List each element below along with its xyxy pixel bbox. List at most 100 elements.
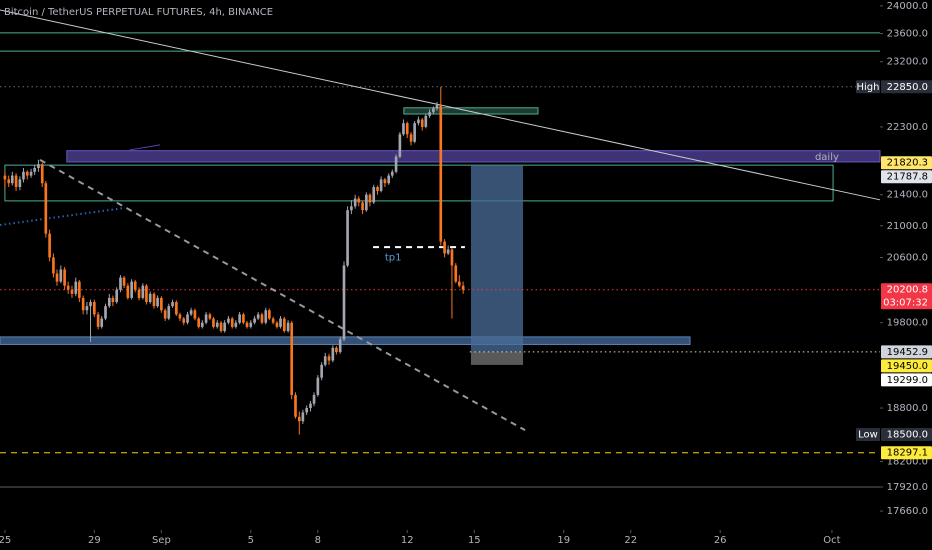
candle-body <box>279 318 282 327</box>
candle-body <box>446 249 450 254</box>
x-tick-label: 8 <box>315 535 321 546</box>
x-tick-label: 22 <box>624 535 637 546</box>
candle-body <box>320 364 323 378</box>
price-label: 21820.3 <box>887 158 928 169</box>
y-tick-label: 24000.0 <box>887 1 928 12</box>
candle-body <box>461 285 465 290</box>
chart-title: Bitcoin / TetherUS PERPETUAL FUTURES, 4h… <box>4 7 273 18</box>
candle-body <box>55 273 59 282</box>
candle-body <box>282 318 286 332</box>
candle-body <box>417 119 420 124</box>
candle-body <box>89 302 92 307</box>
y-tick-label: 20600.0 <box>887 252 928 263</box>
x-tick-label: 15 <box>468 535 481 546</box>
candle-body <box>297 416 301 422</box>
price-tag: Low <box>858 430 878 441</box>
candle-body <box>357 198 361 203</box>
candle-body <box>178 314 182 319</box>
y-tick-label: 17660.0 <box>887 506 928 517</box>
candle-body <box>25 171 29 176</box>
y-tick-label: 21000.0 <box>887 221 928 232</box>
candle-body <box>100 318 104 327</box>
candle-body <box>335 347 338 353</box>
price-label-box <box>881 446 932 460</box>
candle-body <box>52 257 55 274</box>
candle-body <box>424 115 428 127</box>
candle-body <box>215 322 219 327</box>
candle-body <box>316 377 320 395</box>
candle-body <box>122 277 126 286</box>
price-tag-box <box>856 428 880 442</box>
candle-body <box>44 183 48 234</box>
candle-body <box>432 108 435 113</box>
candle-body <box>37 164 40 169</box>
candle-body <box>301 412 305 422</box>
candle-body <box>40 164 44 184</box>
candle-body <box>104 306 107 319</box>
price-label: 19450.0 <box>887 361 928 372</box>
candle-body <box>253 318 256 323</box>
candle-body <box>379 179 383 191</box>
price-countdown: 03:07:32 <box>883 298 928 309</box>
candle-body <box>7 179 11 184</box>
zone-box <box>66 150 881 163</box>
candle-body <box>137 289 141 298</box>
candle-body <box>22 171 25 180</box>
candle-body <box>208 314 212 319</box>
candle-body <box>85 306 89 311</box>
candle-body <box>160 297 163 311</box>
x-tick-label: Sep <box>152 535 171 546</box>
candle-body <box>130 281 133 298</box>
candle-body <box>256 314 260 319</box>
x-tick-label: 19 <box>557 535 570 546</box>
candle-body <box>10 175 14 184</box>
annotation: tp1 <box>385 252 402 263</box>
candle-body <box>338 339 342 353</box>
candle-body <box>275 322 279 327</box>
candle-body <box>383 179 387 184</box>
candle-body <box>115 289 119 303</box>
candle-body <box>458 281 461 286</box>
candle-body <box>14 175 18 188</box>
candle-body <box>372 187 376 203</box>
candle-body <box>111 297 115 303</box>
candle-body <box>212 318 215 327</box>
candle-body <box>66 285 70 290</box>
price-label: 18500.0 <box>887 430 928 441</box>
candle-body <box>443 241 446 254</box>
x-tick-label: 5 <box>248 535 254 546</box>
candle-body <box>182 318 186 323</box>
candle-body <box>268 310 271 319</box>
candle-body <box>245 322 249 327</box>
zone-box <box>403 107 539 115</box>
candle-body <box>126 285 130 298</box>
candle-body <box>163 310 167 319</box>
candle-body <box>197 318 201 327</box>
candle-body <box>33 168 36 172</box>
candle-body <box>398 134 402 157</box>
candle-body <box>331 347 335 361</box>
y-tick-label: 19800.0 <box>887 318 928 329</box>
price-axis: 24000.0 23600.0 23200.0 22300.0 21400.0 21000… <box>856 1 932 517</box>
price-label-box <box>881 170 932 184</box>
trend-line <box>129 144 161 151</box>
candle-body <box>249 322 253 327</box>
candle-body <box>353 198 357 207</box>
candle-body <box>327 356 331 361</box>
candle-body <box>376 187 379 191</box>
candle-body <box>171 302 174 307</box>
y-tick-label: 21400.0 <box>887 190 928 201</box>
candle-body <box>365 194 368 211</box>
candle-body <box>294 394 297 417</box>
price-label: 19299.0 <box>887 375 928 386</box>
price-label-box <box>881 283 932 310</box>
zone-box <box>470 351 524 365</box>
candle-body <box>152 293 156 307</box>
candle-body <box>450 249 454 266</box>
candle-body <box>200 322 204 327</box>
candle-body <box>148 293 152 303</box>
candle-body <box>81 297 85 311</box>
price-label-box <box>881 428 932 442</box>
